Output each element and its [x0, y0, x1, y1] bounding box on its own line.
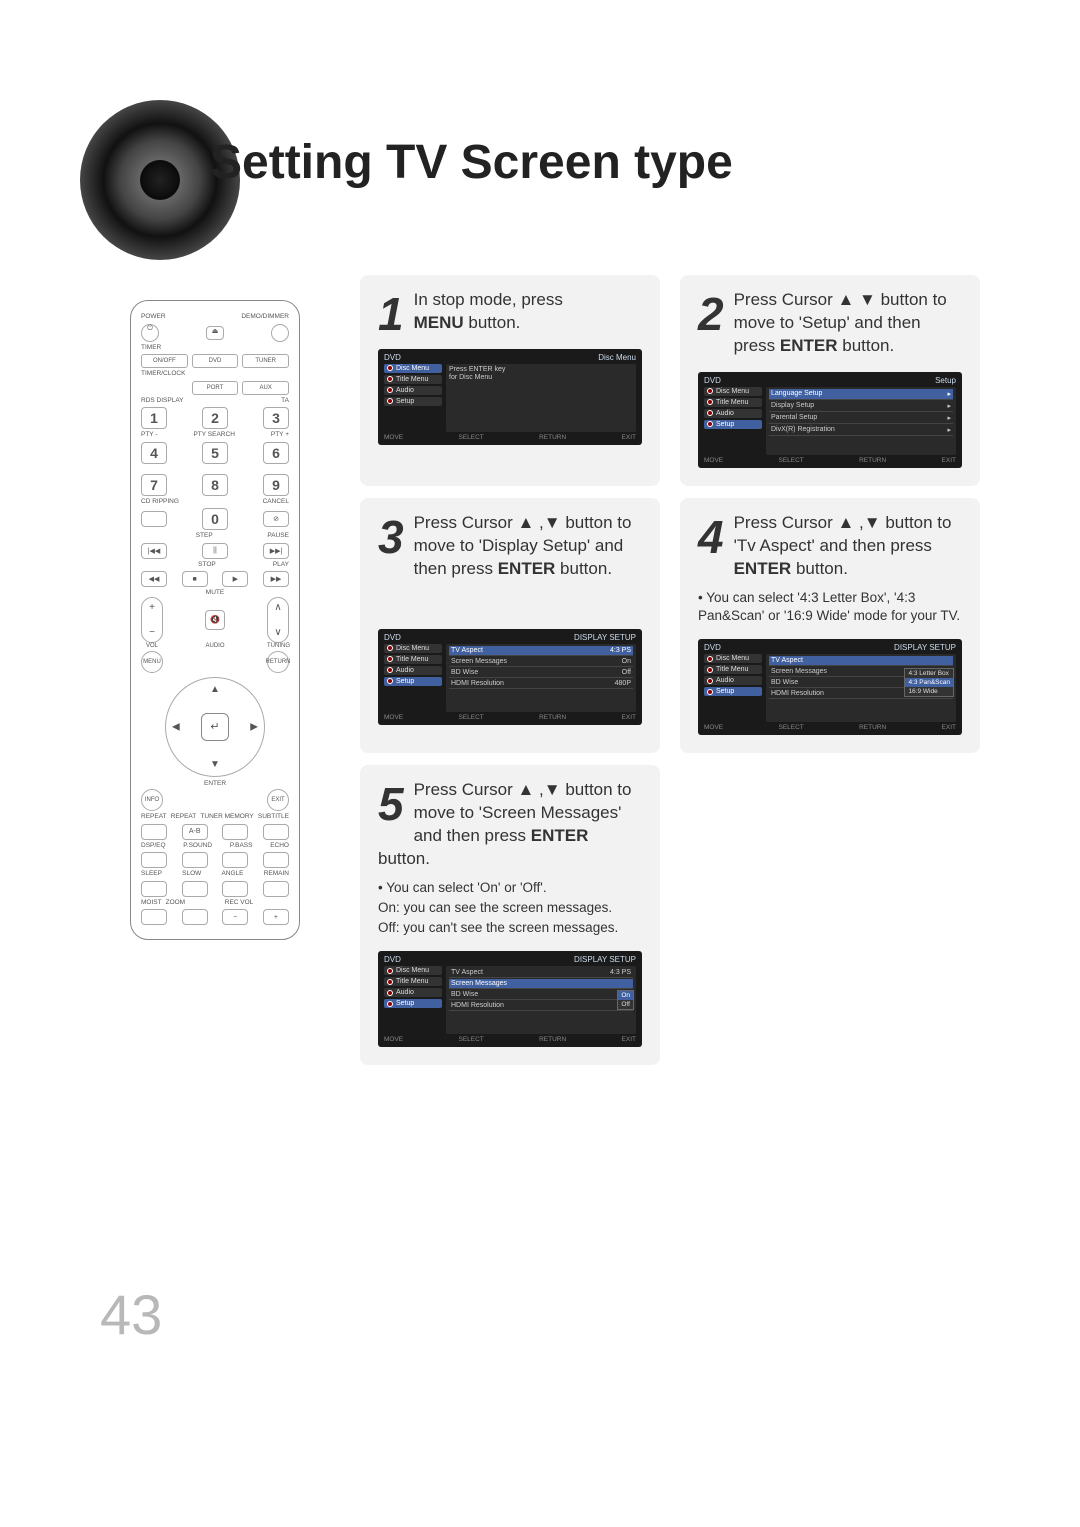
step-5-note1: You can select 'On' or 'Off'.: [378, 879, 642, 897]
step-1-number: 1: [378, 291, 404, 337]
step-5-note3: Off: you can't see the screen messages.: [378, 919, 642, 937]
step-5-post: button.: [378, 849, 430, 868]
step-1-bold: MENU: [414, 313, 464, 332]
step-2-bold: ENTER: [780, 336, 838, 355]
step-3-osd: DVDDISPLAY SETUP Disc Menu Title Menu Au…: [378, 629, 642, 725]
remote-diagram: POWERDEMO/DIMMER ⏻⏏ TIMER ON/OFFDVDTUNER…: [130, 300, 300, 940]
step-5-note2: On: you can see the screen messages.: [378, 899, 642, 917]
step-5: 5 Press Cursor ▲ ,▼ button to move to 'S…: [360, 765, 660, 1065]
remote-dimmer-button: [271, 324, 289, 342]
step-1-text-post: button.: [464, 313, 521, 332]
step-5-number: 5: [378, 781, 404, 827]
step-5-text: Press Cursor ▲ ,▼ button to move to 'Scr…: [414, 780, 632, 845]
steps-container: 1 In stop mode, press MENU button. DVDDi…: [360, 275, 1020, 1065]
step-4-text: Press Cursor ▲ ,▼ button to 'Tv Aspect' …: [734, 513, 952, 555]
step-3: 3 Press Cursor ▲ ,▼ button to move to 'D…: [360, 498, 660, 753]
step-4: 4 Press Cursor ▲ ,▼ button to 'Tv Aspect…: [680, 498, 980, 753]
page-number: 43: [100, 1282, 162, 1347]
step-4-osd: DVDDISPLAY SETUP Disc Menu Title Menu Au…: [698, 639, 962, 735]
step-4-note: You can select '4:3 Letter Box', '4:3 Pa…: [698, 589, 962, 625]
step-1: 1 In stop mode, press MENU button. DVDDi…: [360, 275, 660, 486]
step-2-post: button.: [838, 336, 895, 355]
step-3-post: button.: [555, 559, 612, 578]
remote-dpad: ▲ ▼ ◀ ▶ ↵: [165, 677, 265, 777]
step-4-bold: ENTER: [734, 559, 792, 578]
step-2: 2 Press Cursor ▲ ▼ button to move to 'Se…: [680, 275, 980, 486]
step-1-osd: DVDDisc Menu Disc Menu Title Menu Audio …: [378, 349, 642, 445]
step-4-number: 4: [698, 514, 724, 560]
step-2-osd: DVDSetup Disc Menu Title Menu Audio Setu…: [698, 372, 962, 468]
step-1-text-pre: In stop mode, press: [414, 290, 563, 309]
remote-power-label: POWER: [141, 314, 166, 321]
step-3-number: 3: [378, 514, 404, 560]
step-3-bold: ENTER: [498, 559, 556, 578]
remote-demodimmer-label: DEMO/DIMMER: [241, 314, 289, 321]
remote-power-button: ⏻: [141, 324, 159, 342]
step-4-post: button.: [791, 559, 848, 578]
step-5-osd: DVDDISPLAY SETUP Disc Menu Title Menu Au…: [378, 951, 642, 1047]
page-title: Setting TV Screen type: [210, 135, 733, 190]
step-2-number: 2: [698, 291, 724, 337]
step-5-bold: ENTER: [531, 826, 589, 845]
